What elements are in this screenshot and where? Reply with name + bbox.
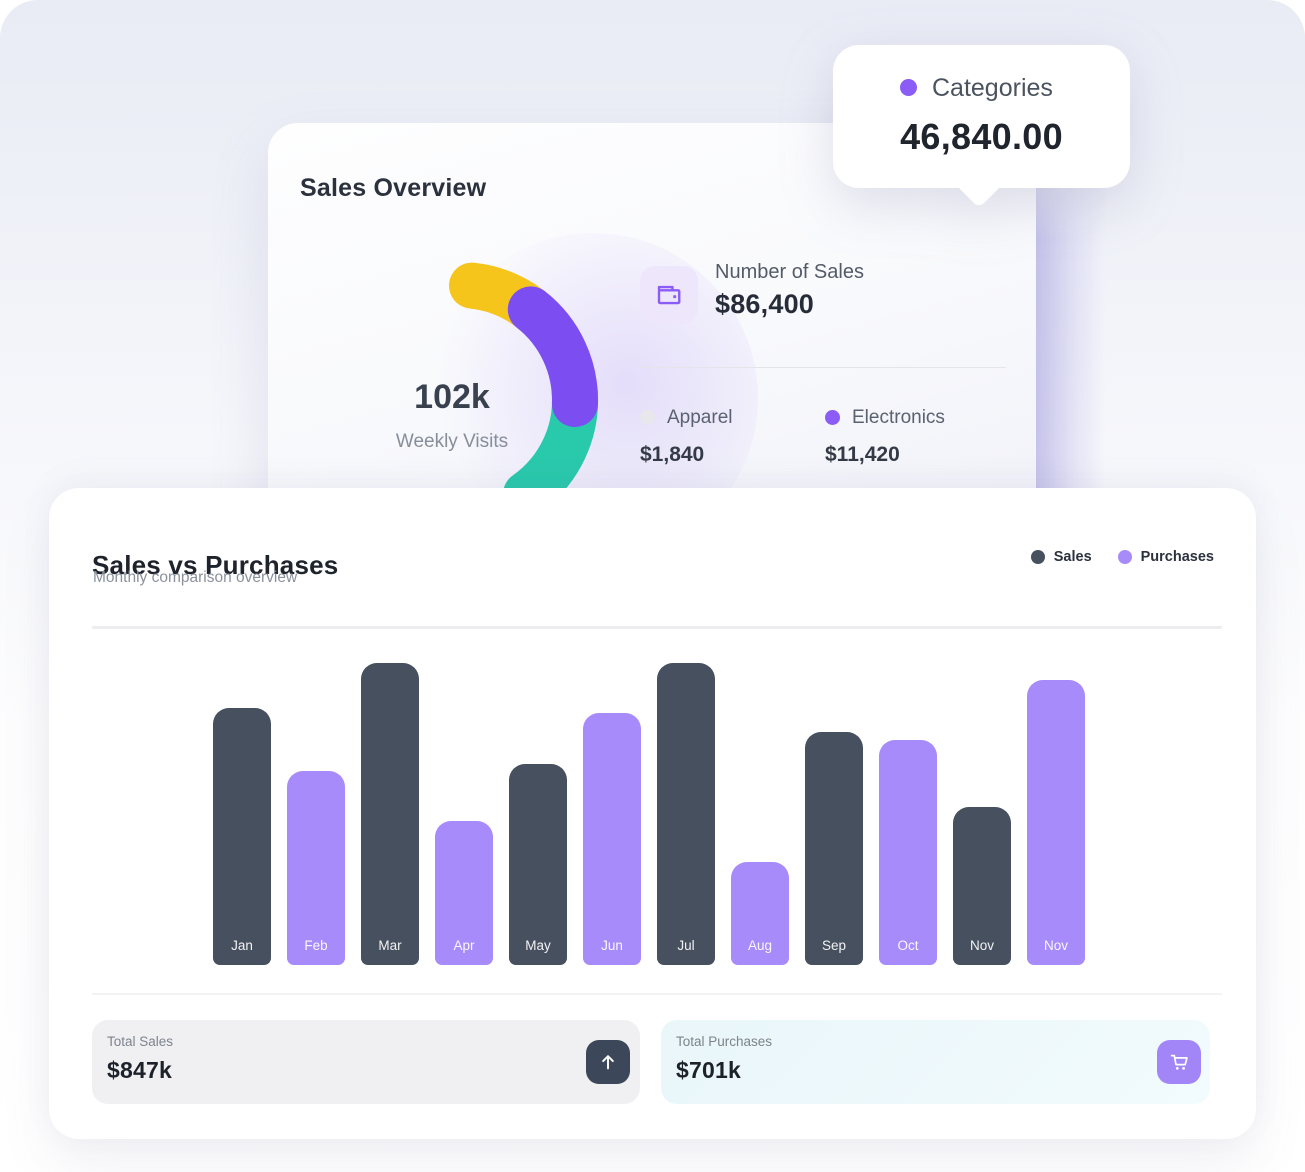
bar-sep-sales[interactable]: Sep xyxy=(805,732,863,965)
apparel-value: $1,840 xyxy=(640,443,705,466)
total-purchases-value: $701k xyxy=(676,1057,741,1083)
bar-aug-purchases[interactable]: Aug xyxy=(731,862,789,965)
purchases-dot-icon xyxy=(1117,550,1132,564)
total-purchases-button[interactable] xyxy=(1157,1040,1201,1084)
electronics-label: Electronics xyxy=(852,407,945,428)
tooltip-value: 46,840.00 xyxy=(900,116,1063,157)
chart-tooltip: Categories 46,840.00 xyxy=(833,45,1130,209)
apparel-dot xyxy=(640,410,655,425)
bar-may-sales[interactable]: May xyxy=(509,764,567,965)
bar-mar-sales[interactable]: Mar xyxy=(361,663,419,965)
apparel-label: Apparel xyxy=(667,407,733,428)
bar-jun-purchases[interactable]: Jun xyxy=(583,713,641,965)
number-of-sales-label: Number of Sales xyxy=(715,261,864,283)
legend-sales-label: Sales xyxy=(1053,549,1092,565)
chart-bottom-divider xyxy=(92,993,1222,995)
bar-month-label: May xyxy=(525,938,551,953)
legend-purchases-label: Purchases xyxy=(1140,549,1214,565)
cart-icon xyxy=(1170,1054,1188,1070)
weekly-visits-caption: Weekly Visits xyxy=(395,431,509,452)
number-of-sales-value: $86,400 xyxy=(715,289,814,319)
bar-chart: Jan Feb Mar Apr May Jun Jul Aug Sep Oct Nov Nov xyxy=(213,663,1085,965)
weekly-visits-value: 102k xyxy=(414,378,490,416)
bar-nov-sales[interactable]: Nov xyxy=(953,807,1011,965)
overview-divider xyxy=(640,367,1006,368)
total-purchases-label: Total Purchases xyxy=(676,1034,773,1049)
electronics-dot xyxy=(825,410,840,425)
sales-dot-icon xyxy=(1030,550,1045,564)
total-sales-value: $847k xyxy=(107,1057,172,1083)
bar-jul-sales[interactable]: Jul xyxy=(657,663,715,965)
sales-overview-card: Sales Overview 102k Weekly Visits Number… xyxy=(268,123,1036,543)
bar-month-label: Mar xyxy=(378,938,402,953)
bar-apr-purchases[interactable]: Apr xyxy=(435,821,493,965)
wallet-icon-tile xyxy=(640,266,698,324)
header-divider xyxy=(92,626,1222,629)
highlighted-column-band xyxy=(1036,168,1106,490)
bar-jan-sales[interactable]: Jan xyxy=(213,708,271,965)
gauge-arc-chart[interactable] xyxy=(288,231,668,543)
bar-month-label: Aug xyxy=(747,938,773,953)
total-sales-button[interactable] xyxy=(586,1040,630,1084)
bar-month-label: Feb xyxy=(304,938,328,953)
chart-legend: Sales Purchases xyxy=(1030,549,1214,565)
sales-overview-title: Sales Overview xyxy=(300,173,487,202)
arrow-up-icon xyxy=(602,1055,614,1070)
sales-vs-purchases-card: Sales vs Purchases Monthly comparison ov… xyxy=(49,488,1256,1139)
bar-month-label: Jan xyxy=(231,938,253,953)
legend-item-purchases[interactable]: Purchases xyxy=(1117,549,1214,565)
bar-month-label: Jun xyxy=(601,938,623,953)
bar-month-label: Jul xyxy=(677,938,695,953)
bar-month-label: Sep xyxy=(821,938,847,953)
bar-month-label: Nov xyxy=(1043,938,1068,953)
categories-dot-icon xyxy=(900,79,917,96)
sales-vs-purchases-subtitle: Monthly comparison overview xyxy=(93,569,298,586)
legend-item-sales[interactable]: Sales xyxy=(1030,549,1092,565)
tooltip-body: Categories 46,840.00 xyxy=(833,45,1130,188)
electronics-value: $11,420 xyxy=(825,443,900,466)
tooltip-category-label: Categories xyxy=(932,74,1053,102)
bar-month-label: Nov xyxy=(969,938,994,953)
bar-month-label: Oct xyxy=(897,938,919,953)
bar-oct-purchases[interactable]: Oct xyxy=(879,740,937,965)
sales-vs-purchases-title: Sales vs Purchases xyxy=(92,549,339,580)
gauge-segment-purple xyxy=(507,286,598,427)
bar-feb-purchases[interactable]: Feb xyxy=(287,771,345,965)
total-purchases-card: Total Purchases $701k xyxy=(661,1020,1210,1104)
bar-nov-purchases[interactable]: Nov xyxy=(1027,680,1085,965)
total-sales-label: Total Sales xyxy=(107,1034,174,1049)
total-sales-card: Total Sales $847k xyxy=(92,1020,640,1104)
bar-month-label: Apr xyxy=(453,938,475,953)
wallet-icon xyxy=(657,285,681,305)
